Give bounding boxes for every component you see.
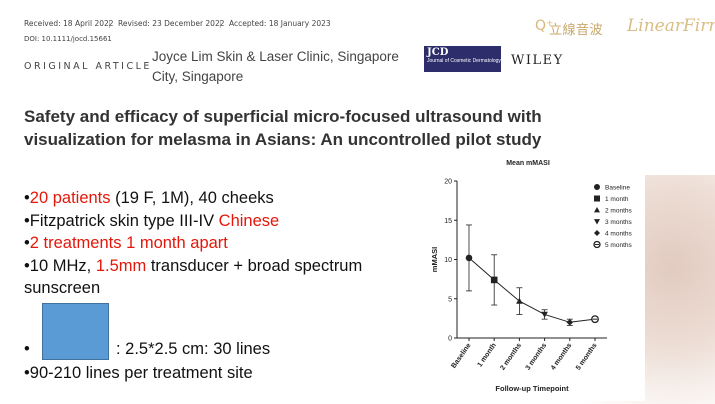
legend-label: 3 months: [605, 219, 632, 226]
bullet-skin-type: •Fitzpatrick skin type III-IV Chinese: [24, 211, 280, 230]
x-tick-label: Baseline: [450, 342, 472, 370]
y-tick-label: 10: [444, 257, 452, 264]
legend-label: 5 months: [605, 242, 632, 249]
publisher-logo: WILEY: [511, 53, 564, 68]
journal-logo: JCD Journal of Cosmetic Dermatology: [424, 46, 501, 72]
data-point-marker: [465, 254, 473, 262]
x-tick-label: 5 months: [575, 342, 599, 372]
x-tick-label: 3 months: [525, 342, 549, 372]
legend-label: Baseline: [605, 185, 630, 192]
legend-label: 4 months: [605, 231, 632, 238]
revised-date: Revised: 23 December 2022: [118, 19, 225, 28]
article-title: Safety and efficacy of superficial micro…: [24, 107, 542, 149]
journal-logo-abbrev: JCD: [427, 47, 449, 58]
data-point-marker: [516, 297, 523, 304]
y-tick-label: 5: [448, 296, 452, 303]
data-point-marker: [490, 276, 498, 284]
accepted-date: Accepted: 18 January 2023: [229, 19, 331, 28]
legend-marker: [594, 184, 600, 190]
bullet-lines-per-site: •90-210 lines per treatment site: [24, 364, 253, 382]
bullet-marker: •: [24, 340, 30, 358]
header-separator: |: [108, 19, 111, 28]
affiliation: Joyce Lim Skin & Laser Clinic, Singapore…: [152, 49, 399, 84]
mmasi-chart: Mean mMASI 0 5 10 15 20 mMASI Baseline 1 month 2 …: [413, 153, 645, 401]
brand-chinese-name: 立線音波: [549, 23, 604, 38]
bullet-transducer-continued: sunscreen: [24, 279, 101, 297]
article-header: Received: 18 April 2022 | Revised: 23 De…: [0, 0, 715, 30]
brand-mark-icon: Q⁺: [535, 18, 554, 34]
bullet-area-size: : 2.5*2.5 cm: 30 lines: [116, 340, 271, 358]
bullet-patients: •20 patients (19 F, 1M), 40 cheeks: [24, 189, 274, 207]
brand-logo: Q⁺ 立線音波 LinearFirm: [535, 14, 715, 44]
data-point-marker: [541, 311, 548, 318]
header-separator: |: [219, 19, 222, 28]
y-axis-label: mMASI: [430, 247, 439, 272]
y-tick-label: 15: [444, 218, 452, 225]
brand-english-name: LinearFirm: [627, 16, 715, 36]
series-line: [468, 257, 596, 323]
treatment-area-square: [42, 303, 109, 360]
journal-logo-name: Journal of Cosmetic Dermatology: [427, 58, 501, 64]
legend-marker: [594, 230, 600, 236]
legend-marker: [594, 219, 600, 225]
legend-marker: [594, 195, 600, 202]
doi: DOI: 10.1111/jocd.15661: [24, 35, 112, 43]
legend-label: 1 month: [605, 196, 629, 203]
y-tick-label: 0: [448, 336, 452, 343]
y-tick-label: 20: [444, 179, 452, 186]
x-tick-label: 1 month: [476, 342, 497, 368]
article-type-label: ORIGINAL ARTICLE: [24, 61, 152, 72]
bullet-treatments: •2 treatments 1 month apart: [24, 234, 228, 252]
legend-marker: [594, 207, 600, 213]
x-tick-label: 4 months: [550, 342, 574, 372]
received-date: Received: 18 April 2022: [24, 19, 114, 28]
bullet-transducer: •10 MHz, 1.5mm transducer + broad spectr…: [24, 256, 363, 275]
summary-bullets: •20 patients (19 F, 1M), 40 cheeks •Fitz…: [24, 187, 414, 300]
x-tick-label: 2 months: [499, 342, 523, 372]
data-point-marker: [566, 319, 574, 326]
x-axis-label: Follow-up Timepoint: [495, 384, 569, 393]
legend-label: 2 months: [605, 208, 632, 215]
chart-title: Mean mMASI: [506, 160, 550, 167]
